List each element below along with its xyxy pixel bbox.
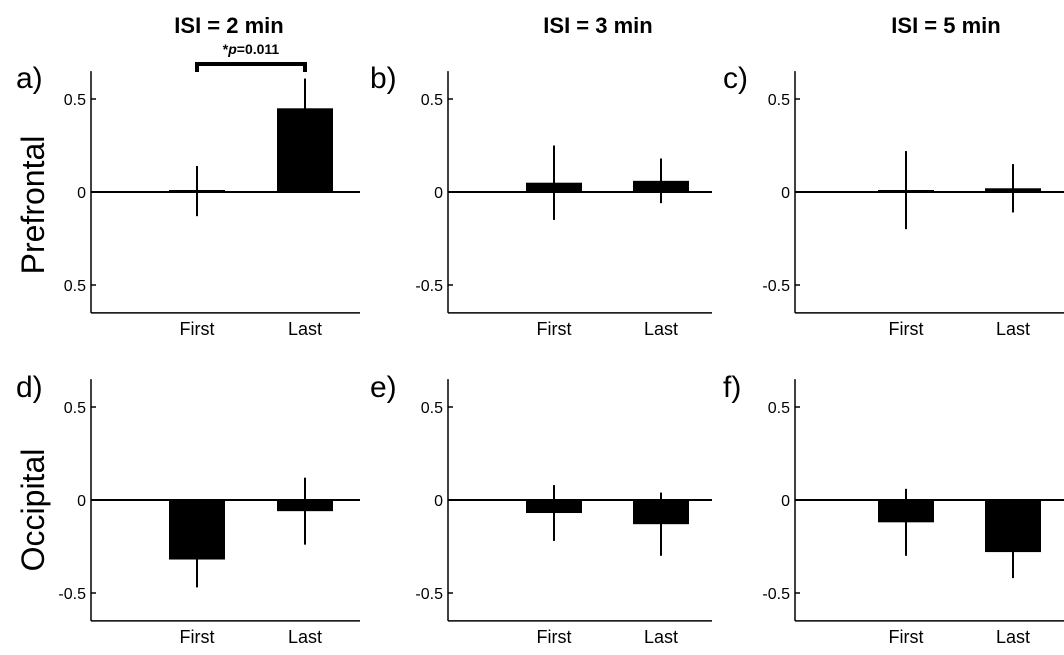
y-tick-label: 0.5 bbox=[64, 278, 86, 295]
category-label: First bbox=[180, 319, 215, 339]
category-label: Last bbox=[644, 319, 678, 339]
category-label: First bbox=[537, 319, 572, 339]
y-tick-label: -0.5 bbox=[415, 278, 443, 295]
panel-c: 0.5 0 -0.5 First Last c) bbox=[723, 62, 1064, 339]
category-label: First bbox=[537, 627, 572, 647]
y-tick-label: -0.5 bbox=[762, 586, 790, 603]
y-tick-label: 0.5 bbox=[64, 92, 86, 109]
column-title-isi-2: ISI = 2 min bbox=[174, 13, 283, 38]
y-tick-label: 0.5 bbox=[64, 400, 86, 417]
y-tick-label: -0.5 bbox=[762, 278, 790, 295]
column-title-isi-5: ISI = 5 min bbox=[891, 13, 1000, 38]
y-tick-label: 0.5 bbox=[421, 400, 443, 417]
category-label: Last bbox=[996, 319, 1030, 339]
category-label: First bbox=[180, 627, 215, 647]
row-label-prefrontal: Prefrontal bbox=[15, 136, 51, 275]
y-tick-label: -0.5 bbox=[415, 586, 443, 603]
panel-b: 0.5 0 -0.5 First Last b) bbox=[370, 62, 712, 339]
category-label: Last bbox=[644, 627, 678, 647]
panel-label: e) bbox=[370, 371, 397, 404]
y-tick-label: 0.5 bbox=[768, 92, 790, 109]
category-label: Last bbox=[996, 627, 1030, 647]
y-tick-label: 0 bbox=[77, 493, 86, 510]
y-tick-label: -0.5 bbox=[58, 586, 86, 603]
y-tick-label: 0 bbox=[434, 493, 443, 510]
column-title-isi-3: ISI = 3 min bbox=[543, 13, 652, 38]
y-tick-label: 0.5 bbox=[421, 92, 443, 109]
panel-a: 0.5 0 0.5 First Last a) *p=0.011 bbox=[16, 41, 360, 339]
y-tick-label: 0 bbox=[77, 185, 86, 202]
panel-f: 0.5 0 -0.5 First Last f) bbox=[723, 371, 1064, 647]
panel-label: d) bbox=[16, 371, 43, 404]
y-tick-label: 0 bbox=[781, 185, 790, 202]
panel-label: c) bbox=[723, 62, 748, 95]
panel-e: 0.5 0 -0.5 First Last e) bbox=[370, 371, 712, 647]
panel-label: b) bbox=[370, 62, 397, 95]
y-tick-label: 0 bbox=[434, 185, 443, 202]
category-label: First bbox=[889, 627, 924, 647]
y-tick-label: 0 bbox=[781, 493, 790, 510]
y-tick-label: 0.5 bbox=[768, 400, 790, 417]
column-titles: ISI = 2 min ISI = 3 min ISI = 5 min bbox=[174, 13, 1000, 38]
panel-d: 0.5 0 -0.5 First Last d) bbox=[16, 371, 360, 647]
row-label-occipital: Occipital bbox=[15, 449, 51, 572]
panel-label: a) bbox=[16, 62, 43, 95]
significance-bracket bbox=[195, 62, 307, 72]
panel-label: f) bbox=[723, 371, 741, 404]
panels: 0.5 0 0.5 First Last a) *p=0.011 0.5 0 -0.5 First L… bbox=[16, 41, 1064, 647]
category-label: Last bbox=[288, 627, 322, 647]
category-label: Last bbox=[288, 319, 322, 339]
significance-label: *p=0.011 bbox=[223, 41, 280, 57]
category-label: First bbox=[889, 319, 924, 339]
